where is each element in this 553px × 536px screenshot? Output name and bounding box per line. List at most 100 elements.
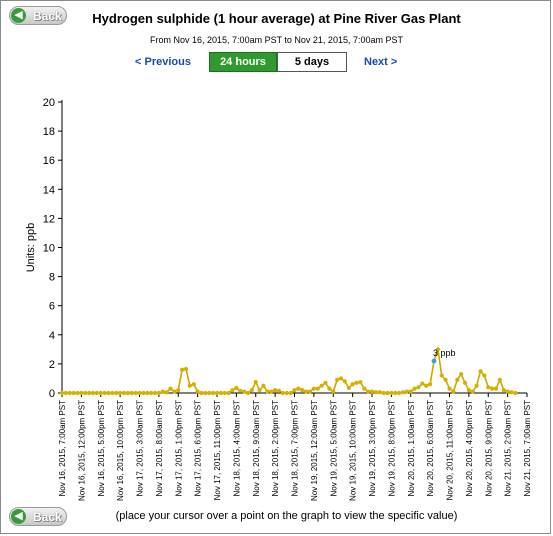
data-point (222, 390, 227, 396)
x-tick-label: Nov 21, 2015, 7:00am PST (523, 400, 532, 497)
data-point (168, 386, 173, 391)
data-point (87, 390, 92, 396)
data-point (176, 387, 181, 393)
data-point (195, 389, 200, 394)
page-title: Hydrogen sulphide (1 hour average) at Pi… (92, 11, 461, 26)
data-point (141, 390, 146, 396)
data-point (493, 386, 499, 391)
data-point (137, 390, 142, 396)
tab-24-hours[interactable]: 24 hours (209, 52, 277, 72)
data-point (133, 390, 138, 396)
data-point (292, 387, 297, 393)
data-point (342, 379, 347, 384)
data-point (486, 385, 491, 390)
data-point (443, 377, 448, 383)
data-point (249, 387, 254, 393)
x-tick-label: Nov 16, 2015, 10:00pm PST (116, 400, 125, 501)
data-point (203, 390, 208, 396)
data-point (121, 390, 127, 396)
data-point (335, 377, 340, 383)
x-tick-label: Nov 19, 2015, 3:00pm PST (368, 400, 377, 497)
data-point (226, 390, 231, 396)
data-point (509, 390, 514, 395)
data-point (385, 390, 390, 396)
data-point (338, 376, 344, 381)
data-point (149, 390, 154, 396)
y-tick-label: 2 (49, 359, 55, 371)
data-point (164, 390, 169, 395)
data-point (98, 390, 103, 396)
data-point (439, 373, 444, 378)
data-point (218, 390, 223, 396)
data-point (280, 390, 285, 396)
previous-link[interactable]: < Previous (135, 56, 191, 68)
next-link[interactable]: Next > (364, 56, 398, 68)
data-point (304, 389, 309, 394)
data-point (474, 383, 479, 388)
date-range-text: From Nov 16, 2015, 7:00am PST to Nov 21,… (150, 35, 403, 45)
data-point (296, 386, 301, 391)
x-tick-label: Nov 21, 2015, 2:00am PST (504, 400, 513, 497)
y-tick-label: 10 (43, 243, 55, 255)
data-point (381, 390, 386, 396)
data-point (354, 380, 359, 385)
data-point (435, 347, 440, 352)
data-point (265, 389, 270, 394)
data-point (377, 390, 382, 395)
data-point (242, 389, 247, 394)
x-tick-label: Nov 16, 2015, 12:00pm PST (77, 400, 86, 501)
back-button-top[interactable]: ◀ Back (9, 6, 67, 25)
back-button-label: Back (33, 8, 62, 23)
tab-5-days[interactable]: 5 days (277, 52, 347, 72)
data-point (83, 390, 88, 396)
data-point (284, 390, 289, 396)
data-point (366, 389, 371, 394)
data-point (211, 390, 216, 396)
y-axis-label: Units: ppb (25, 223, 37, 273)
x-tick-label: Nov 18, 2015, 4:00am PST (232, 400, 241, 497)
data-point (199, 390, 204, 396)
data-point (490, 386, 495, 391)
x-tick-label: Nov 20, 2015, 4:00pm PST (465, 400, 474, 497)
x-tick-label: Nov 20, 2015, 1:00am PST (407, 400, 416, 497)
y-tick-label: 4 (49, 330, 55, 342)
data-point (420, 381, 425, 386)
data-point (59, 390, 65, 396)
data-point (257, 387, 262, 393)
highlight-value-label: 3 ppb (433, 348, 456, 358)
data-point (323, 380, 328, 385)
data-point (75, 390, 80, 396)
back-button-bottom[interactable]: ◀ Back (9, 507, 67, 526)
data-point (230, 387, 235, 393)
data-point (238, 388, 243, 393)
y-tick-label: 12 (43, 213, 55, 225)
data-point (71, 390, 76, 396)
x-tick-label: Nov 17, 2015, 1:00pm PST (174, 400, 183, 497)
data-point (276, 388, 282, 393)
data-point (455, 377, 460, 383)
data-point (393, 390, 398, 396)
x-tick-label: Nov 17, 2015, 8:00am PST (155, 400, 164, 497)
data-point (125, 390, 130, 396)
data-point (160, 389, 165, 394)
data-point (311, 386, 316, 391)
data-point (67, 390, 72, 396)
data-point (327, 386, 332, 391)
data-point (513, 390, 518, 396)
x-tick-label: Nov 17, 2015, 6:00pm PST (194, 400, 203, 497)
data-point (478, 369, 483, 374)
data-point (404, 389, 409, 394)
y-tick-label: 20 (43, 97, 55, 109)
data-point (253, 379, 258, 385)
y-tick-label: 0 (49, 388, 55, 400)
data-point (145, 390, 150, 396)
data-point (412, 386, 417, 391)
data-point (191, 382, 196, 387)
back-arrow-icon: ◀ (11, 509, 26, 524)
data-point (172, 389, 177, 394)
x-tick-label: Nov 17, 2015, 11:00pm PST (213, 400, 222, 500)
data-point (63, 390, 68, 396)
y-tick-label: 6 (49, 301, 55, 313)
data-point (261, 383, 266, 388)
